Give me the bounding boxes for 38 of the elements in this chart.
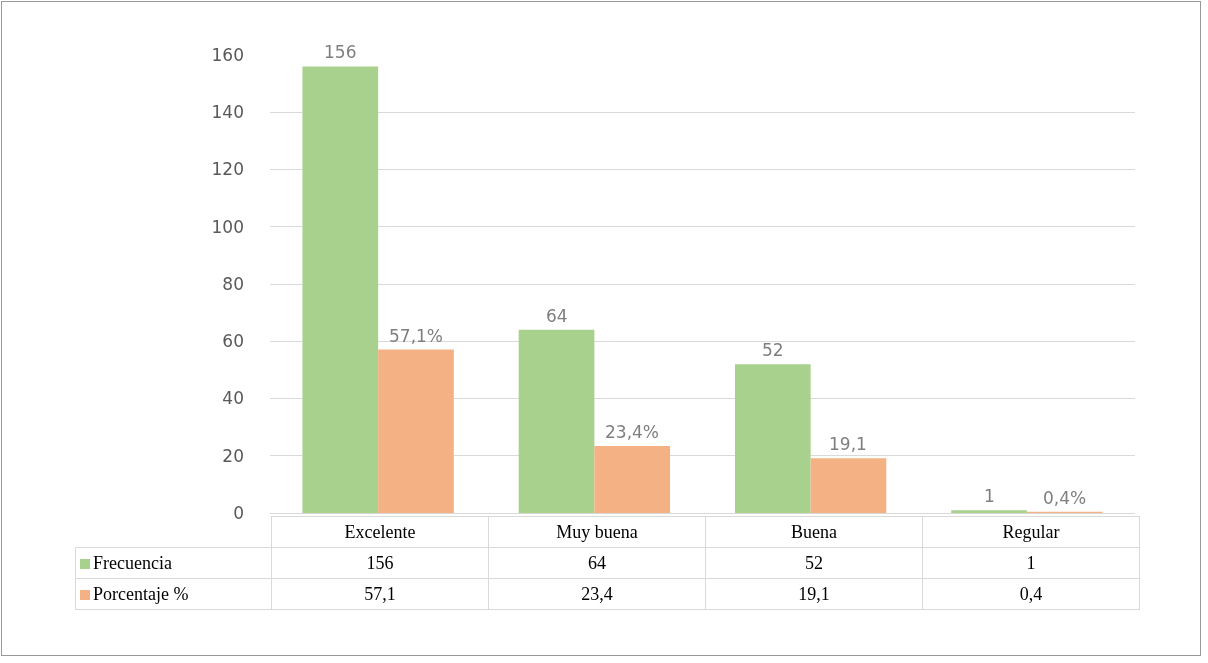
annotation: 64: [546, 306, 568, 326]
annotation: 0,4%: [1043, 488, 1087, 508]
data-label: 156: [271, 547, 489, 579]
legend-label: Porcentaje %: [93, 583, 189, 604]
x-tick-label: Buena: [705, 516, 923, 548]
bar: [378, 349, 454, 513]
y-tick-label: 140: [211, 102, 244, 123]
annotation: 1: [984, 486, 995, 506]
y-tick-label: 80: [222, 273, 244, 294]
bar: [594, 446, 671, 513]
bar: [734, 364, 811, 513]
data-label: 19,1: [705, 578, 923, 610]
bar: [302, 66, 379, 513]
annotation: 57,1%: [389, 326, 444, 346]
bar: [951, 510, 1027, 513]
x-tick-label: Excelente: [271, 516, 489, 548]
bar: [518, 329, 595, 513]
x-tick-label: Muy buena: [488, 516, 706, 548]
y-tick-label: 100: [211, 216, 244, 237]
y-tick-label: 0: [233, 502, 244, 523]
annotation: 156: [324, 42, 357, 62]
bar: [810, 458, 887, 513]
data-label: 0,4: [922, 578, 1140, 610]
x-tick-label: Regular: [922, 516, 1140, 548]
y-tick-label: 40: [222, 388, 244, 409]
y-tick-label: 20: [222, 445, 244, 466]
data-label: 52: [705, 547, 923, 579]
data-label: 64: [488, 547, 706, 579]
annotation: 23,4%: [605, 422, 660, 442]
y-tick-label: 160: [211, 44, 244, 65]
annotation: 19,1: [829, 434, 867, 454]
legend-label: Frecuencia: [93, 552, 172, 573]
y-tick-label: 60: [222, 331, 244, 352]
data-label: 57,1: [271, 578, 489, 610]
data-label: 1: [922, 547, 1140, 579]
y-tick-label: 120: [211, 159, 244, 180]
annotation: 52: [762, 340, 784, 360]
data-label: 23,4: [488, 578, 706, 610]
